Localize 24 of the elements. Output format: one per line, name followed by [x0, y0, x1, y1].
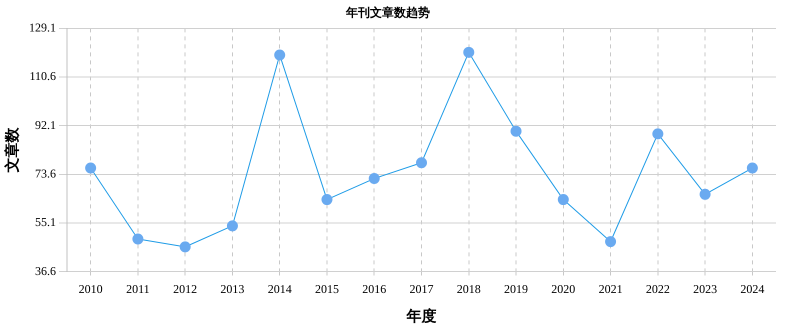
y-tick-label: 55.1: [35, 215, 56, 230]
x-tick-label: 2013: [220, 282, 244, 296]
x-tick-label: 2011: [126, 282, 150, 296]
x-tick-label: 2012: [173, 282, 198, 296]
x-tick-label: 2014: [268, 282, 292, 296]
y-tick-label: 73.6: [35, 166, 56, 180]
x-tick-label: 2021: [598, 282, 623, 296]
x-tick-label: 2019: [504, 282, 528, 296]
x-tick-label: 2020: [551, 282, 576, 296]
x-tick-label: 2024: [740, 282, 764, 296]
x-tick-label: 2017: [410, 282, 434, 296]
x-tick-label: 2016: [362, 282, 386, 296]
y-tick-label: 92.1: [35, 118, 56, 132]
x-tick-label: 2018: [456, 282, 481, 296]
x-tick-label: 2022: [646, 282, 670, 296]
x-tick-label: 2015: [314, 282, 339, 296]
y-axis-title: 文章数: [2, 126, 21, 174]
y-tick-label: 110.6: [29, 69, 56, 84]
x-tick-label: 2010: [78, 282, 103, 296]
x-axis-title: 年度: [406, 306, 436, 325]
y-tick-label: 36.6: [35, 264, 56, 278]
chart-title: 年刊文章数趋势: [345, 5, 430, 20]
x-tick-label: 2023: [693, 282, 718, 296]
y-tick-label: 129.1: [29, 20, 56, 35]
